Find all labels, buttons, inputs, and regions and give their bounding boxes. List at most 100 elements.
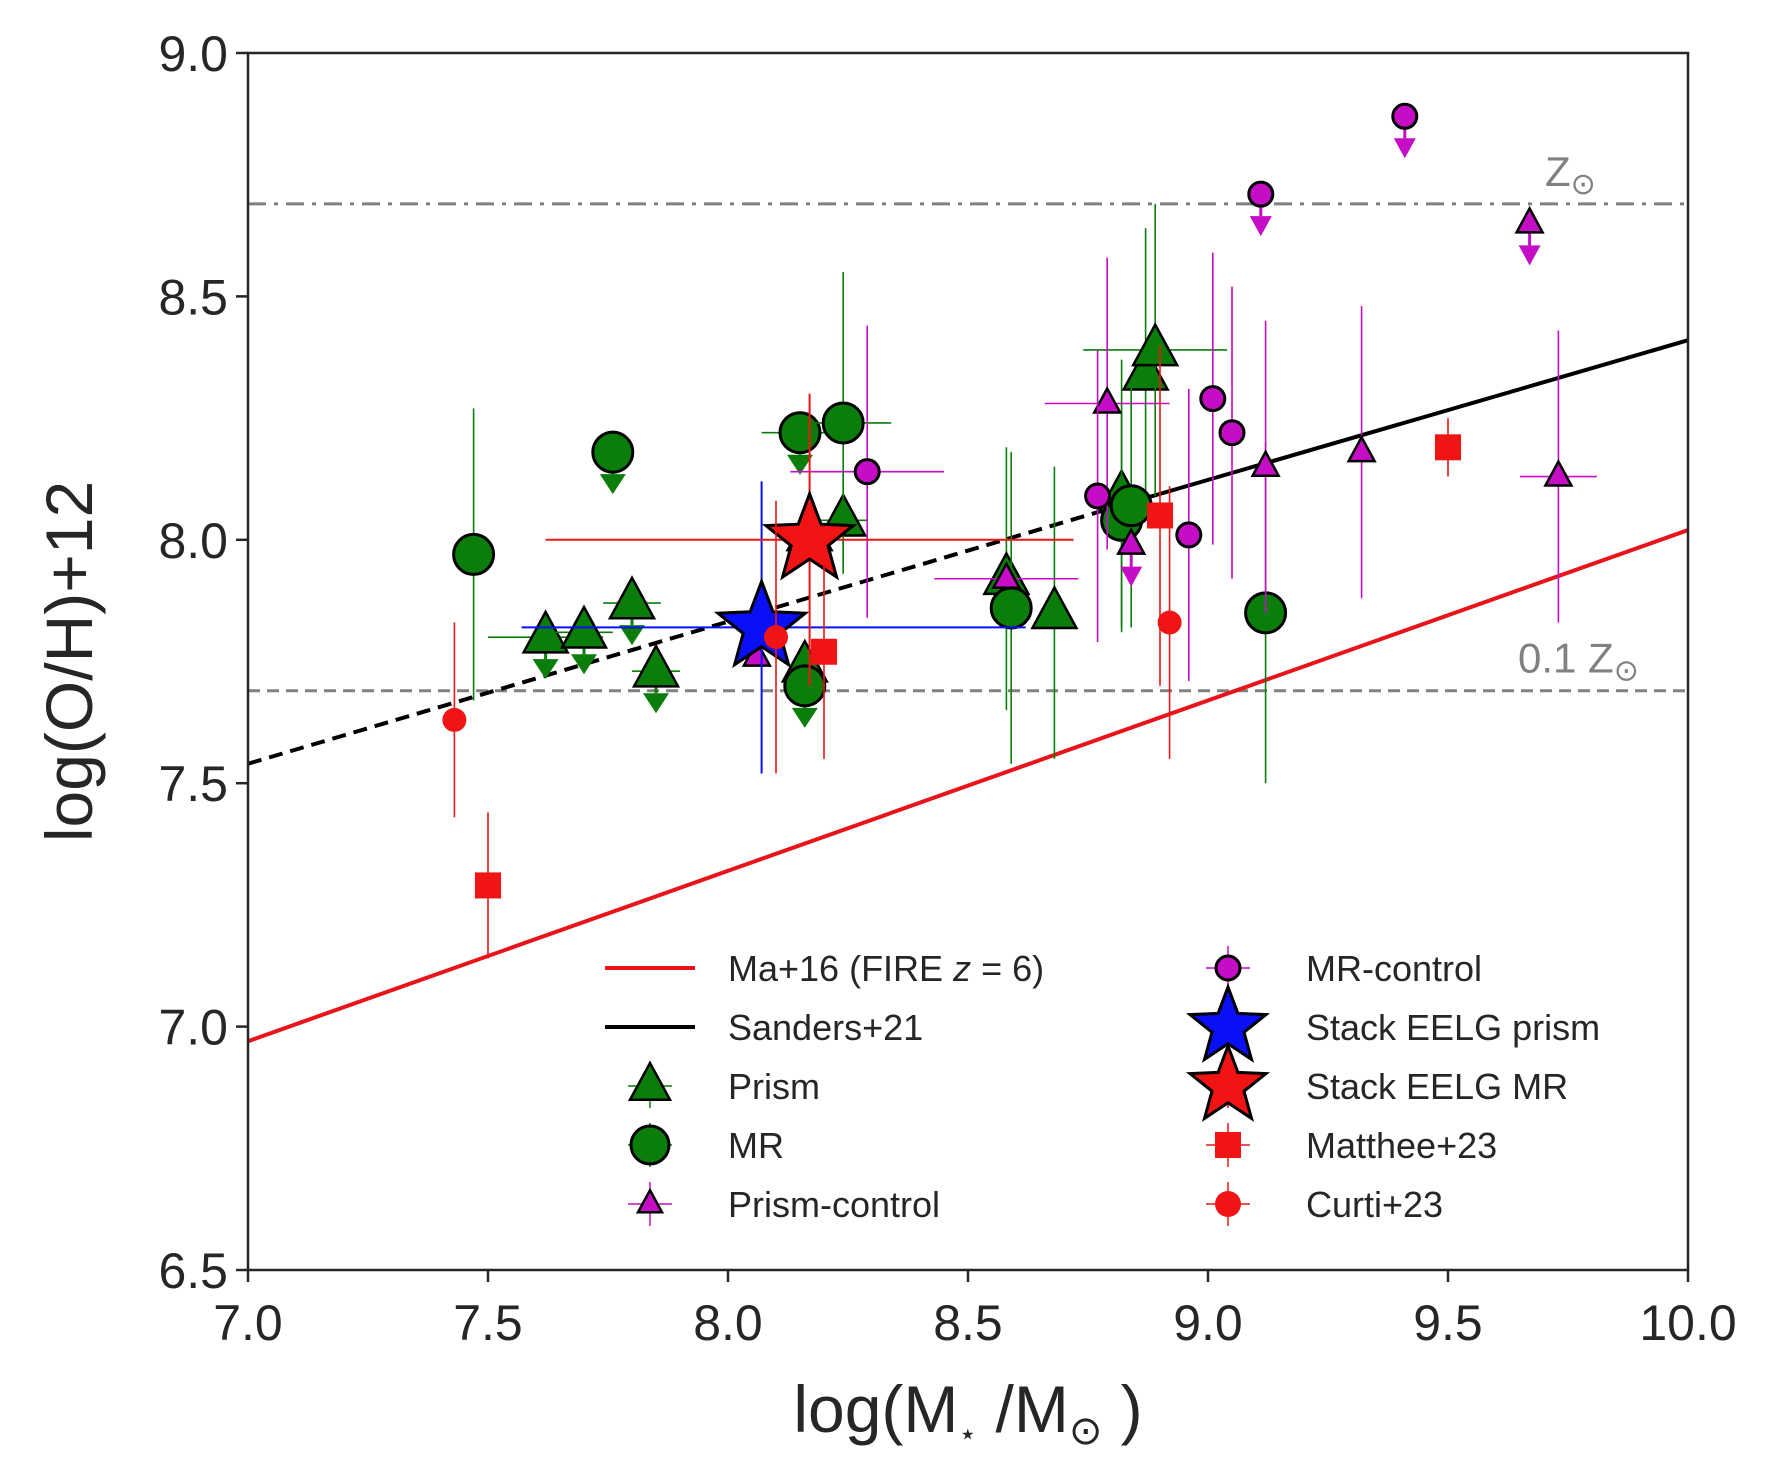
legend-label: Stack EELG MR [1306, 1066, 1568, 1107]
upper-limit-arrowhead [1120, 566, 1143, 587]
legend-label-text: Stack EELG prism [1306, 1007, 1600, 1048]
y-tick-label: 9.0 [158, 26, 228, 82]
legend-label-text: Prism-control [728, 1184, 940, 1225]
reference-label-solar: Z⊙ [1545, 148, 1596, 201]
y-tick-label: 8.5 [158, 269, 228, 325]
upper-limit-arrowhead [532, 659, 559, 680]
data-point [1543, 458, 1574, 487]
legend-swatch-marker [629, 1124, 671, 1166]
y-tick-label: 8.0 [158, 513, 228, 569]
x-tick-label: 8.5 [933, 1295, 1003, 1351]
data-point [713, 577, 810, 669]
data-point [1247, 180, 1275, 208]
legend-entry: Prism [627, 1060, 820, 1108]
legend-swatch-marker [1214, 954, 1242, 982]
data-point [631, 643, 681, 688]
x-axis-label-sun: ⊙ [1069, 1409, 1103, 1453]
legend-swatch-marker [1215, 1191, 1241, 1217]
data-point [811, 638, 837, 665]
legend-label: Matthee+23 [1306, 1125, 1497, 1166]
data-point [591, 430, 635, 474]
axis-ticks-layer: 7.0 7.5 8.0 8.5 9.0 9.5 10.06.57.07.58.08.59.0 [158, 26, 1736, 1351]
data-point [778, 411, 822, 455]
y-axis-label: log(O/H)+12 [32, 481, 106, 842]
legend-swatch-marker [1185, 1041, 1271, 1122]
upper-limit-arrowhead [1249, 216, 1272, 237]
x-tick-label: 7.0 [213, 1295, 283, 1351]
series-prism [488, 203, 1228, 759]
data-point [607, 575, 657, 620]
data-point [1218, 419, 1246, 447]
reference-label-tenth-solar: 0.1 Z⊙ [1518, 635, 1639, 688]
y-tick-label: 6.5 [158, 1243, 228, 1299]
data-point [1147, 502, 1173, 529]
data-point [1514, 205, 1545, 234]
x-tick-label: 9.0 [1173, 1295, 1243, 1351]
legend: Ma+16 (FIRE z = 6) Sanders+21 Prism MR Prism… [605, 946, 1600, 1226]
x-axis-label-part2: /M [977, 1372, 1069, 1446]
y-tick-label: 7.5 [158, 756, 228, 812]
data-point [452, 532, 496, 576]
legend-swatch-marker [635, 1187, 665, 1214]
legend-label-text: Prism [728, 1066, 820, 1107]
upper-limit-arrowhead [1518, 245, 1541, 266]
data-point [1346, 434, 1377, 463]
series-curti-23 [442, 486, 1182, 818]
legend-label-text: MR-control [1306, 948, 1482, 989]
data-point [1116, 527, 1147, 555]
data-point [1157, 610, 1182, 635]
legend-entry: MR [628, 1123, 784, 1167]
legend-label: Curti+23 [1306, 1184, 1443, 1225]
upper-limit-arrowhead [791, 707, 818, 728]
legend-entry: Matthee+23 [1206, 1123, 1497, 1167]
legend-entry: Curti+23 [1206, 1182, 1443, 1226]
upper-limit-arrowhead [599, 474, 626, 495]
x-axis-label-part3: ) [1102, 1372, 1142, 1446]
y-tick-label: 7.0 [158, 1000, 228, 1056]
data-point [1435, 434, 1461, 461]
x-axis-label-star: ⋆ [958, 1418, 977, 1451]
legend-label-text: Sanders+21 [728, 1007, 923, 1048]
series-mr [452, 272, 1288, 784]
legend-swatch-marker [627, 1060, 673, 1102]
data-point [853, 458, 881, 486]
upper-limit-arrowhead [643, 693, 669, 714]
data-point [442, 707, 467, 732]
data-point [475, 872, 501, 899]
data-point [1391, 102, 1419, 130]
data-point [989, 586, 1033, 630]
legend-label: Sanders+21 [728, 1007, 923, 1048]
legend-label: Ma+16 (FIRE z = 6) [728, 948, 1044, 989]
data-point [1084, 482, 1112, 510]
legend-entry: Sanders+21 [605, 1007, 923, 1048]
x-tick-label: 8.0 [693, 1295, 763, 1351]
x-tick-label: 10.0 [1639, 1295, 1736, 1351]
reference-label-text: Z [1545, 148, 1571, 195]
data-point [1092, 385, 1123, 414]
legend-label-text: Stack EELG MR [1306, 1066, 1568, 1107]
x-tick-label: 9.5 [1413, 1295, 1483, 1351]
legend-entry: Prism-control [628, 1182, 940, 1226]
data-point [783, 664, 827, 708]
legend-label-text: Curti+23 [1306, 1184, 1443, 1225]
data-point [1131, 322, 1180, 367]
legend-label-text: Ma+16 (FIRE [728, 948, 953, 989]
data-point [1199, 385, 1227, 413]
data-point [1030, 584, 1079, 630]
data-point [821, 401, 865, 445]
upper-limit-arrowhead [787, 454, 813, 475]
x-axis-label: log(M⋆ /M⊙ ) [793, 1372, 1142, 1453]
data-point [1250, 449, 1281, 477]
legend-swatch-marker [1215, 1132, 1241, 1158]
data-point [1109, 484, 1153, 528]
legend-label-text: Matthee+23 [1306, 1125, 1497, 1166]
data-points-layer [442, 102, 1597, 959]
relation-line [247, 498, 1137, 766]
upper-limit-arrowhead [619, 625, 645, 646]
relation-line [1135, 338, 1689, 503]
upper-limit-arrowhead [571, 654, 597, 675]
legend-label-end: = 6) [971, 948, 1044, 989]
data-point [1175, 521, 1203, 549]
upper-limit-arrowhead [1393, 138, 1416, 159]
